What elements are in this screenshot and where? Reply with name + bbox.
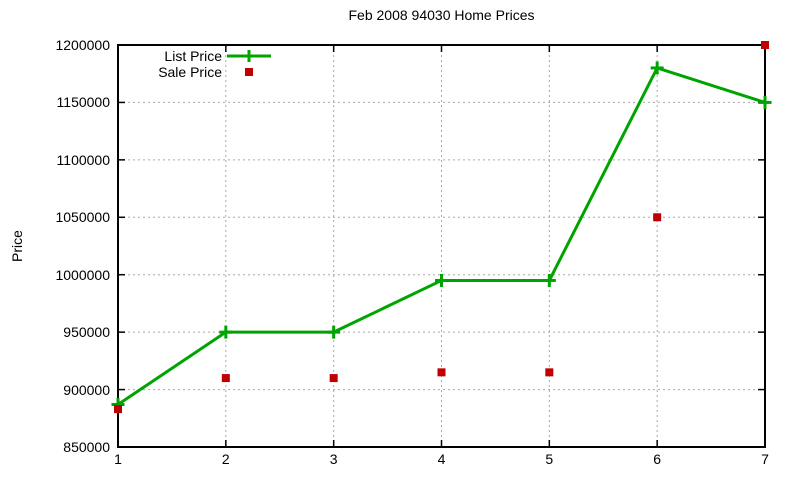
- x-tick-label: 6: [653, 451, 662, 467]
- x-tick-label: 1: [114, 451, 122, 467]
- x-tick-label: 3: [329, 451, 338, 467]
- chart-title: Feb 2008 94030 Home Prices: [348, 7, 535, 23]
- x-tick-label: 7: [761, 451, 769, 467]
- y-tick-label: 1150000: [56, 94, 110, 111]
- legend-line-plus-sample: [227, 50, 271, 62]
- y-tick-label: 1100000: [56, 151, 110, 168]
- legend-square-sample: [245, 68, 253, 76]
- legend-item-sale-price: Sale Price: [120, 64, 273, 80]
- y-tick-label: 1000000: [55, 266, 110, 283]
- x-tick-label: 4: [437, 451, 446, 467]
- y-axis-label: Price: [9, 230, 25, 262]
- legend-item-list-price: List Price: [120, 48, 273, 64]
- x-tick-label: 5: [545, 451, 554, 467]
- legend: List Price Sale Price: [120, 48, 273, 80]
- y-tick-label: 850000: [63, 439, 110, 455]
- legend-label-list-price: List Price: [164, 48, 222, 64]
- y-tick-label: 1200000: [55, 37, 110, 53]
- x-tick-label: 2: [221, 451, 230, 467]
- y-tick-label: 1050000: [55, 209, 110, 226]
- y-tick-label: 950000: [63, 324, 110, 341]
- legend-label-sale-price: Sale Price: [158, 64, 222, 80]
- y-tick-label: 900000: [63, 381, 110, 398]
